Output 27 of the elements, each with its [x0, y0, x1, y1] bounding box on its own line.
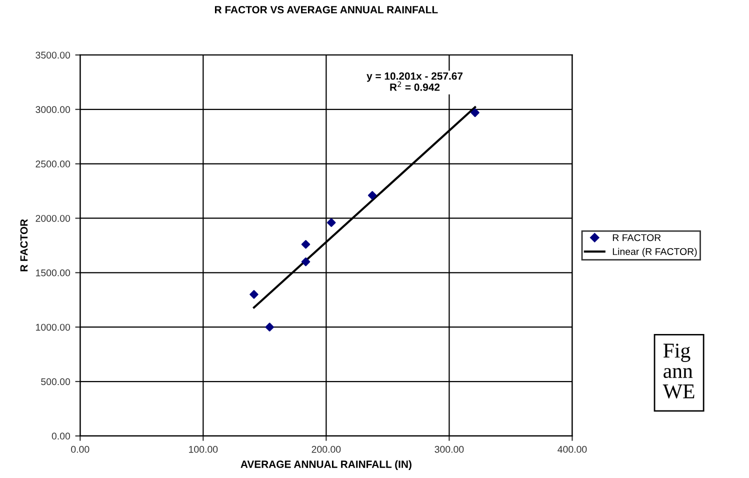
y-tick-label: 3000.00	[36, 106, 70, 114]
y-tick-label: 2000.00	[36, 214, 70, 222]
x-tick-label: 300.00	[434, 446, 464, 453]
legend-label: Linear (R FACTOR)	[612, 248, 697, 257]
point	[265, 322, 274, 332]
y-axis-title: R FACTOR	[20, 219, 28, 272]
point	[326, 218, 336, 227]
x-tick-label: 100.00	[189, 446, 218, 453]
point	[250, 290, 258, 299]
point	[470, 108, 480, 118]
text: Fig ann WE	[662, 344, 694, 399]
chart-title: R FACTOR VS AVERAGE ANNUAL RAINFALL	[214, 6, 438, 14]
y-tick-label: 1000.00	[36, 324, 70, 331]
annotation: y = 10.201x - 257.67 R$^{2}$ = 0.942	[366, 72, 463, 91]
x-axis-title: AVERAGE ANNUAL RAINFALL (IN)	[240, 460, 412, 470]
y-tick-label: 2500.00	[36, 160, 70, 168]
x-tick-label: 200.00	[312, 446, 341, 453]
legend-label: R FACTOR	[612, 234, 661, 242]
y-tick-label: 500.00	[41, 378, 70, 386]
point	[368, 191, 377, 200]
point	[301, 257, 310, 266]
point	[301, 240, 310, 249]
y-tick-label: 0.00	[52, 432, 70, 440]
x-tick-label: 0.00	[71, 446, 90, 453]
x-tick-label: 400.00	[558, 446, 587, 453]
y-tick-label: 1500.00	[36, 269, 70, 276]
y-tick-label: 3500.00	[36, 52, 70, 59]
